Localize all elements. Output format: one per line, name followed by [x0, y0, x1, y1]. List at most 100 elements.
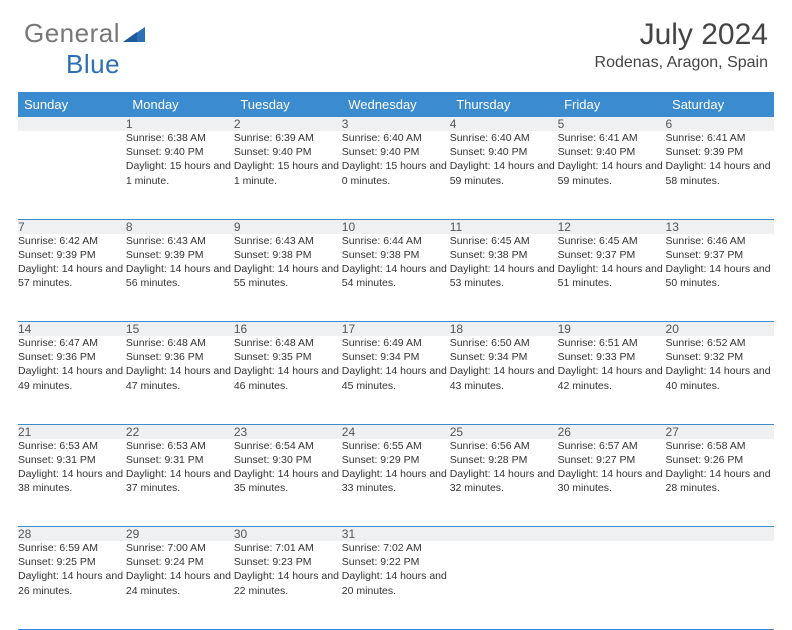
month-title: July 2024 [595, 18, 768, 52]
sunset-line: Sunset: 9:40 PM [126, 145, 234, 159]
header: GeneralBlue July 2024 Rodenas, Aragon, S… [0, 0, 792, 86]
daylight-line: Daylight: 14 hours and 38 minutes. [18, 467, 126, 495]
calendar-body: 123456Sunrise: 6:38 AMSunset: 9:40 PMDay… [18, 117, 774, 629]
sunrise-line: Sunrise: 6:46 AM [666, 234, 774, 248]
day-number: 31 [342, 527, 450, 542]
sunrise-line: Sunrise: 6:41 AM [558, 131, 666, 145]
daylight-line: Daylight: 14 hours and 59 minutes. [558, 159, 666, 187]
sunset-line: Sunset: 9:29 PM [342, 453, 450, 467]
sunset-line: Sunset: 9:40 PM [450, 145, 558, 159]
day-cell: Sunrise: 7:02 AMSunset: 9:22 PMDaylight:… [342, 541, 450, 629]
sunrise-line: Sunrise: 6:59 AM [18, 541, 126, 555]
sunset-line: Sunset: 9:27 PM [558, 453, 666, 467]
week-row: Sunrise: 6:59 AMSunset: 9:25 PM Daylight:… [18, 541, 774, 629]
daynum-row: 78910111213 [18, 219, 774, 234]
sunrise-line: Sunrise: 6:42 AM [18, 234, 126, 248]
daynum-row: 28293031 [18, 527, 774, 542]
day-number: 24 [342, 424, 450, 439]
empty-cell [558, 541, 666, 629]
sunrise-line: Sunrise: 6:41 AM [666, 131, 774, 145]
day-cell: Sunrise: 6:53 AMSunset: 9:31 PMDaylight:… [18, 439, 126, 527]
day-cell: Sunrise: 6:44 AMSunset: 9:38 PMDaylight:… [342, 234, 450, 322]
sunset-line: Sunset: 9:34 PM [342, 350, 450, 364]
sunset-line: Sunset: 9:24 PM [126, 555, 234, 569]
day-number: 23 [234, 424, 342, 439]
daynum-row: 14151617181920 [18, 322, 774, 337]
day-number: 7 [18, 219, 126, 234]
daylight-line: Daylight: 14 hours and 45 minutes. [342, 364, 450, 392]
empty-cell [450, 541, 558, 629]
sunrise-line: Sunrise: 6:39 AM [234, 131, 342, 145]
sunrise-line: Sunrise: 6:45 AM [558, 234, 666, 248]
empty-cell [666, 541, 774, 629]
empty-daynum [666, 527, 774, 542]
day-cell: Sunrise: 6:45 AMSunset: 9:38 PMDaylight:… [450, 234, 558, 322]
weekday-header: Saturday [666, 92, 774, 117]
sunset-line: Sunset: 9:38 PM [342, 248, 450, 262]
empty-daynum [18, 117, 126, 131]
daylight-line: Daylight: 14 hours and 54 minutes. [342, 262, 450, 290]
day-cell: Sunrise: 6:56 AMSunset: 9:28 PMDaylight:… [450, 439, 558, 527]
day-cell: Sunrise: 6:51 AMSunset: 9:33 PMDaylight:… [558, 336, 666, 424]
week-row: Sunrise: 6:47 AMSunset: 9:36 PMDaylight:… [18, 336, 774, 424]
day-cell: Sunrise: 6:59 AMSunset: 9:25 PMDaylight:… [18, 541, 126, 629]
sunset-line: Sunset: 9:40 PM [342, 145, 450, 159]
sunrise-line: Sunrise: 7:00 AM [126, 541, 234, 555]
day-number: 10 [342, 219, 450, 234]
day-cell: Sunrise: 6:49 AMSunset: 9:34 PMDaylight:… [342, 336, 450, 424]
sunrise-line: Sunrise: 6:56 AM [450, 439, 558, 453]
daylight-line: Daylight: 14 hours and 57 minutes. [18, 262, 126, 290]
sunset-line: Sunset: 9:31 PM [126, 453, 234, 467]
sunrise-line: Sunrise: 6:52 AM [666, 336, 774, 350]
sunset-line: Sunset: 9:35 PM [234, 350, 342, 364]
weekday-header-row: SundayMondayTuesdayWednesdayThursdayFrid… [18, 92, 774, 117]
day-cell: Sunrise: 6:46 AMSunset: 9:37 PMDaylight:… [666, 234, 774, 322]
day-number: 19 [558, 322, 666, 337]
sunset-line: Sunset: 9:38 PM [234, 248, 342, 262]
daylight-line: Daylight: 14 hours and 49 minutes. [18, 364, 126, 392]
sunset-line: Sunset: 9:25 PM [18, 555, 126, 569]
daylight-line: Daylight: 14 hours and 20 minutes. [342, 569, 450, 597]
weekday-header: Friday [558, 92, 666, 117]
day-cell: Sunrise: 6:53 AMSunset: 9:31 PMDaylight:… [126, 439, 234, 527]
day-cell: Sunrise: 7:00 AMSunset: 9:24 PMDaylight:… [126, 541, 234, 629]
daylight-line: Daylight: 14 hours and 55 minutes. [234, 262, 342, 290]
day-cell: Sunrise: 6:52 AMSunset: 9:32 PMDaylight:… [666, 336, 774, 424]
daylight-line: Daylight: 14 hours and 42 minutes. [558, 364, 666, 392]
sunset-line: Sunset: 9:37 PM [666, 248, 774, 262]
day-cell: Sunrise: 6:40 AMSunset: 9:40 PMDaylight:… [450, 131, 558, 219]
weekday-header: Thursday [450, 92, 558, 117]
day-number: 4 [450, 117, 558, 131]
week-row: Sunrise: 6:42 AMSunset: 9:39 PMDaylight:… [18, 234, 774, 322]
empty-daynum [450, 527, 558, 542]
sunrise-line: Sunrise: 6:43 AM [234, 234, 342, 248]
day-cell: Sunrise: 6:43 AMSunset: 9:38 PMDaylight:… [234, 234, 342, 322]
day-cell: Sunrise: 6:48 AMSunset: 9:36 PMDaylight:… [126, 336, 234, 424]
week-row: Sunrise: 6:53 AMSunset: 9:31 PMDaylight:… [18, 439, 774, 527]
day-number: 15 [126, 322, 234, 337]
daylight-line: Daylight: 15 hours and 1 minute. [126, 159, 234, 187]
day-number: 25 [450, 424, 558, 439]
daylight-line: Daylight: 15 hours and 1 minute. [234, 159, 342, 187]
daylight-line: Daylight: 15 hours and 0 minutes. [342, 159, 450, 187]
sunset-line: Sunset: 9:39 PM [666, 145, 774, 159]
day-number: 28 [18, 527, 126, 542]
sunset-line: Sunset: 9:39 PM [126, 248, 234, 262]
sunrise-line: Sunrise: 6:45 AM [450, 234, 558, 248]
day-number: 2 [234, 117, 342, 131]
daylight-line: Daylight: 14 hours and 59 minutes. [450, 159, 558, 187]
daylight-line: Daylight: 14 hours and 50 minutes. [666, 262, 774, 290]
sunset-line: Sunset: 9:34 PM [450, 350, 558, 364]
day-cell: Sunrise: 6:41 AMSunset: 9:40 PMDaylight:… [558, 131, 666, 219]
week-row: Sunrise: 6:38 AMSunset: 9:40 PMDaylight:… [18, 131, 774, 219]
weekday-header: Monday [126, 92, 234, 117]
day-number: 13 [666, 219, 774, 234]
daylight-line: Daylight: 14 hours and 37 minutes. [126, 467, 234, 495]
daylight-line: Daylight: 14 hours and 47 minutes. [126, 364, 234, 392]
day-number: 8 [126, 219, 234, 234]
day-number: 3 [342, 117, 450, 131]
daylight-line: Daylight: 14 hours and 32 minutes. [450, 467, 558, 495]
day-cell: Sunrise: 6:50 AMSunset: 9:34 PMDaylight:… [450, 336, 558, 424]
day-number: 9 [234, 219, 342, 234]
day-cell: Sunrise: 6:45 AMSunset: 9:37 PMDaylight:… [558, 234, 666, 322]
